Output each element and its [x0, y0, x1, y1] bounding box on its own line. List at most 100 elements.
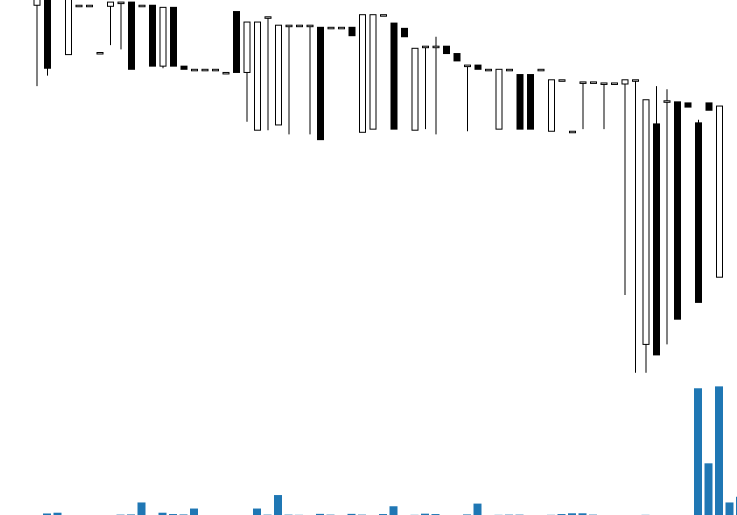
volume-bar — [190, 508, 198, 515]
candle — [243, 21, 251, 122]
candle-body-up — [569, 130, 576, 134]
candle-body-up — [107, 1, 114, 7]
volume-bar — [316, 513, 324, 515]
candle-body-down — [527, 74, 534, 130]
volume-bar — [568, 513, 576, 515]
volume-bars — [43, 386, 737, 515]
candle — [506, 68, 513, 72]
volume-bar — [421, 513, 429, 515]
candle-body-up — [621, 79, 629, 85]
candle-body-up — [380, 14, 387, 17]
volume-bar — [274, 495, 282, 515]
candle-body-down — [128, 1, 135, 70]
volume-bar — [53, 512, 62, 515]
volume-bar — [347, 513, 356, 515]
candle — [138, 4, 146, 8]
candle — [65, 0, 72, 56]
candle-body-up — [191, 68, 198, 72]
candle — [390, 22, 398, 130]
candle — [306, 24, 314, 135]
candle — [380, 14, 387, 17]
candle — [149, 4, 156, 67]
candle — [222, 71, 230, 75]
candle-body-up — [222, 71, 230, 75]
candle — [411, 47, 419, 131]
candle — [632, 79, 639, 373]
candle-body-down — [149, 4, 156, 67]
candle — [432, 36, 440, 135]
candle — [233, 11, 240, 73]
candle-body-up — [264, 16, 272, 19]
candle — [527, 74, 534, 130]
volume-bar — [389, 506, 398, 515]
price-candles — [33, 0, 723, 373]
candle — [128, 1, 135, 70]
candle-body-up — [663, 100, 671, 103]
candle — [684, 102, 692, 108]
candle-body-down — [705, 102, 713, 111]
candle — [180, 65, 188, 70]
candle-body-down — [317, 26, 324, 141]
candle-body-up — [579, 81, 587, 84]
candle-body-down — [474, 64, 482, 70]
candle — [191, 68, 198, 72]
candle — [422, 45, 429, 130]
candle-body-down — [443, 45, 450, 55]
candle-body-up — [359, 14, 366, 133]
candle-body-down — [44, 0, 51, 69]
candle-body-up — [411, 47, 419, 131]
candle-body-up — [485, 68, 492, 72]
candle-body-up — [33, 0, 41, 6]
candle — [33, 0, 41, 87]
candle — [264, 16, 272, 131]
candle-body-up — [86, 4, 93, 8]
volume-bar — [137, 502, 146, 515]
volume-bar — [43, 513, 51, 515]
candle-body-up — [243, 21, 251, 73]
candle-body-up — [75, 4, 83, 8]
candle — [96, 52, 104, 55]
candle — [170, 6, 177, 67]
candle-body-down — [695, 122, 702, 303]
candle — [474, 64, 482, 70]
candle — [653, 86, 660, 356]
candle-body-down — [674, 101, 681, 320]
candle-body-up — [537, 68, 545, 72]
candle — [443, 45, 450, 55]
candle-body-up — [296, 24, 303, 28]
candle — [348, 26, 356, 37]
candle — [369, 14, 377, 130]
candle-body-up — [369, 14, 377, 130]
candle-body-up — [327, 26, 335, 30]
candle — [401, 27, 408, 38]
candle-body-up — [159, 6, 167, 67]
candle-body-up — [464, 64, 471, 68]
volume-bar — [715, 386, 723, 515]
candle-body-up — [548, 79, 555, 132]
candle — [285, 24, 293, 135]
candle — [338, 26, 345, 30]
candle — [663, 89, 671, 345]
candle — [558, 79, 566, 82]
candle-body-up — [201, 68, 209, 72]
candle-body-up — [600, 82, 608, 85]
candle-body-up — [254, 21, 261, 131]
candle-body-down — [453, 53, 461, 62]
candle — [117, 1, 125, 50]
candle-body-up — [96, 52, 104, 55]
candle-body-up — [275, 24, 282, 126]
volume-bar — [725, 502, 734, 515]
candle — [537, 68, 545, 72]
candle-body-up — [212, 68, 219, 72]
volume-bar — [694, 388, 702, 515]
candle — [86, 4, 93, 8]
candle-body-up — [558, 79, 566, 82]
candle — [107, 1, 114, 46]
candle-body-up — [285, 24, 293, 28]
candle-body-down — [170, 6, 177, 67]
candle — [485, 68, 492, 72]
candle-body-down — [233, 11, 240, 73]
volume-bar — [473, 503, 482, 515]
volume-bar — [158, 512, 167, 515]
